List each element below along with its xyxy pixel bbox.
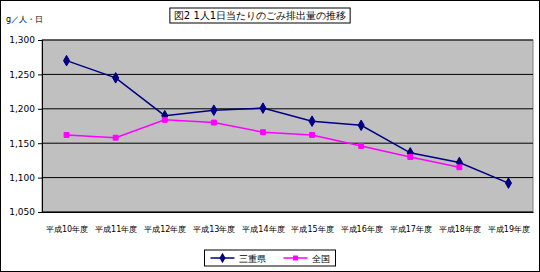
x-tick: 平成17年度 xyxy=(390,212,432,234)
y-tick-mark xyxy=(38,40,42,41)
chart-frame xyxy=(1,1,540,272)
series-line xyxy=(67,61,509,183)
legend-item: 全国 xyxy=(284,254,330,264)
x-tick-label: 平成15年度 xyxy=(291,225,333,234)
legend-marker xyxy=(219,253,225,264)
y-tick: 1,050 xyxy=(9,207,42,217)
x-axis: 平成10年度平成11年度平成12年度平成13年度平成14年度平成15年度平成16… xyxy=(43,212,534,234)
grid-line xyxy=(42,177,533,178)
y-tick-label: 1,300 xyxy=(9,35,35,45)
x-tick: 平成14年度 xyxy=(242,212,284,234)
legend: 三重県 全国 xyxy=(205,250,336,266)
y-tick: 1,300 xyxy=(9,35,42,45)
legend-box xyxy=(205,250,336,266)
x-tick: 平成16年度 xyxy=(341,212,383,234)
legend-label: 全国 xyxy=(312,254,330,264)
y-tick-mark xyxy=(38,74,42,75)
grid-line xyxy=(42,40,533,41)
x-tick-label: 平成17年度 xyxy=(390,225,432,234)
series-marker xyxy=(113,73,119,84)
y-tick-label: 1,050 xyxy=(9,207,35,217)
x-tick: 平成12年度 xyxy=(144,212,186,234)
series-marker xyxy=(309,116,315,127)
x-tick: 平成18年度 xyxy=(439,212,481,234)
y-tick-mark xyxy=(38,212,42,213)
x-tick-label: 平成16年度 xyxy=(341,225,383,234)
x-tick-label: 平成12年度 xyxy=(144,225,186,234)
plot-background xyxy=(42,40,533,212)
y-tick-mark xyxy=(38,109,42,110)
y-tick-label: 1,250 xyxy=(9,70,35,80)
x-tick: 平成15年度 xyxy=(291,212,333,234)
series-marker xyxy=(310,132,315,137)
x-tick-label: 平成14年度 xyxy=(242,225,284,234)
title: 図2 1人1日当たりのごみ排出量の推移 xyxy=(174,10,346,21)
legend-marker xyxy=(293,256,298,261)
x-tick-label: 平成18年度 xyxy=(439,225,481,234)
series-marker xyxy=(457,165,462,170)
y-tick-label: 1,200 xyxy=(9,104,35,114)
y-tick-mark xyxy=(38,178,42,179)
x-axis-line xyxy=(43,212,534,213)
series-marker xyxy=(408,155,413,160)
series-marker xyxy=(505,178,511,189)
series-marker xyxy=(64,132,69,137)
x-tick-label: 平成11年度 xyxy=(95,225,137,234)
legend-label: 三重県 xyxy=(239,254,266,264)
series-marker xyxy=(113,135,118,140)
series-marker xyxy=(64,55,70,66)
y-tick: 1,150 xyxy=(9,139,42,149)
series-marker xyxy=(211,105,217,116)
series-group xyxy=(64,55,512,188)
series-marker xyxy=(358,120,364,131)
y-tick: 1,100 xyxy=(9,173,42,183)
series-marker xyxy=(261,130,266,135)
y-tick-mark xyxy=(38,143,42,144)
x-tick: 平成19年度 xyxy=(488,212,530,234)
y-tick-label: 1,100 xyxy=(9,173,35,183)
grid xyxy=(42,40,533,212)
grid-line xyxy=(42,108,533,109)
x-tick: 平成11年度 xyxy=(95,212,137,234)
series-line xyxy=(67,120,460,167)
series-marker xyxy=(359,144,364,149)
plot: 1,050 1,100 1,150 1,200 1,250 1,300 平成10年度平成11… xyxy=(9,35,533,233)
grid-line xyxy=(42,212,533,213)
x-tick-label: 平成19年度 xyxy=(488,225,530,234)
y-tick: 1,250 xyxy=(9,70,42,80)
title-box xyxy=(170,8,350,23)
legend-item: 三重県 xyxy=(211,253,266,264)
y-axis-line xyxy=(38,41,43,213)
chart: 図2 1人1日当たりのごみ排出量の推移g／人・日1,0501,1001,1501… xyxy=(0,0,540,272)
series-marker xyxy=(162,117,167,122)
y-axis-label: g／人・日 xyxy=(6,15,43,24)
series-marker xyxy=(211,120,216,125)
x-tick-label: 平成10年度 xyxy=(46,225,88,234)
x-tick: 平成13年度 xyxy=(193,212,235,234)
title-group: 図2 1人1日当たりのごみ排出量の推移 xyxy=(170,8,350,23)
grid-line xyxy=(42,143,533,144)
x-tick-label: 平成13年度 xyxy=(193,225,235,234)
y-axis: 1,050 1,100 1,150 1,200 1,250 1,300 xyxy=(9,35,42,217)
y-tick: 1,200 xyxy=(9,104,42,114)
series-marker xyxy=(260,103,266,114)
x-tick: 平成10年度 xyxy=(46,212,88,234)
y-tick-label: 1,150 xyxy=(9,139,35,149)
